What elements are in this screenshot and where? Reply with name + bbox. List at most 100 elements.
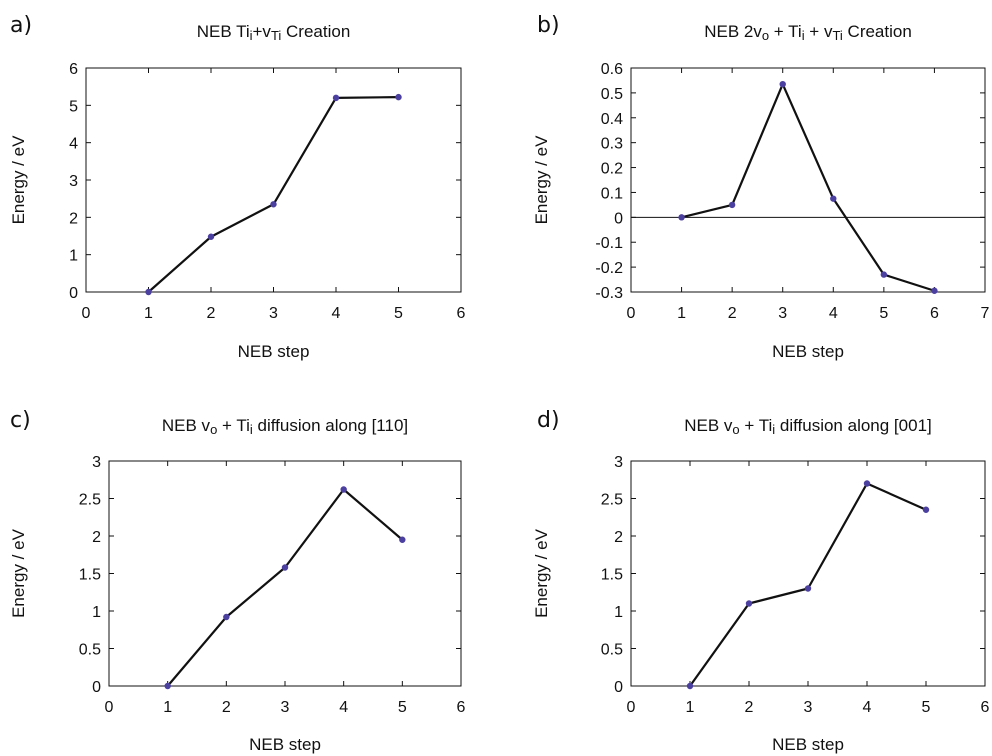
panel-a-title-part: Creation [281, 22, 350, 41]
panel-c-title-part: diffusion along [110] [253, 416, 408, 435]
panel-c-y-tick-label: 0 [92, 679, 101, 696]
panel-b-data-point [880, 271, 888, 278]
panel-c-letter: c) [10, 408, 31, 433]
panel-d-y-tick-label: 3 [614, 454, 623, 471]
panel-d-y-tick-label: 1.5 [601, 567, 623, 584]
panel-b-title-part: Creation [843, 22, 912, 41]
panel-d-x-axis-label: NEB step [772, 735, 844, 754]
panel-d-title-part: diffusion along [001] [775, 416, 932, 435]
panel-b-title-part: o [762, 28, 769, 43]
panel-d-x-tick-label: 1 [686, 699, 695, 716]
panel-b-letter: b) [537, 13, 560, 38]
panel-d-y-tick-label: 2 [614, 529, 623, 546]
panel-d-title-part: NEB v [684, 416, 733, 435]
panel-b-title: NEB 2vo + Tii + vTi Creation [704, 22, 912, 43]
panel-a-plot-frame [85, 67, 462, 293]
panel-d: d) NEB vo + Tii diffusion along [001] 0 1 2 3… [532, 408, 990, 754]
panel-a-y-tick-label: 2 [69, 210, 78, 227]
panel-b-y-tick-label: 0.5 [601, 86, 623, 103]
panel-c-y-tick-label: 1 [92, 604, 101, 621]
panel-a-y-tick-label: 1 [69, 248, 78, 265]
panel-d-y-tick-label: 1 [614, 604, 623, 621]
panel-c-data-point [399, 536, 406, 543]
panel-a-title-part: i [250, 28, 253, 43]
panel-d-title-part: i [772, 422, 775, 437]
panel-a-x-tick-label: 5 [394, 305, 403, 322]
panel-b-data-point [678, 214, 685, 221]
panel-b-x-tick-label: 3 [778, 305, 787, 322]
panel-d-x-tick-label: 0 [627, 699, 636, 716]
panel-a-series-line [147, 96, 399, 293]
panel-c: c) NEB vo + Tii diffusion along [110] 0 1 2 3… [9, 408, 466, 754]
panel-d-data-point [922, 506, 930, 513]
panel-a-data-point [332, 94, 340, 102]
panel-c-x-axis-label: NEB step [249, 735, 321, 754]
panel-a-data-point [395, 93, 402, 101]
panel-a-title-part: +v [253, 22, 272, 41]
panel-c-x-tick-label: 5 [398, 699, 407, 716]
panel-a-data-point [270, 201, 277, 208]
panel-a-x-tick-label: 0 [82, 305, 91, 322]
panel-b-y-tick-label: 0.2 [601, 161, 623, 178]
panel-b-x-tick-label: 7 [981, 305, 990, 322]
panel-b-x-tick-label: 6 [930, 305, 939, 322]
panel-a-y-tick-label: 3 [69, 173, 78, 190]
panel-c-x-tick-label: 3 [281, 699, 290, 716]
panel-b-title-part: + Ti [769, 22, 802, 41]
panel-c-series-line [166, 488, 404, 687]
panel-b-data-point [931, 287, 938, 294]
panel-a-y-tick-label: 6 [69, 61, 78, 78]
panel-c-y-tick-label: 1.5 [79, 567, 101, 584]
panel-a-title-part: NEB Ti [197, 22, 250, 41]
panel-b-x-tick-label: 4 [829, 305, 838, 322]
panel-b-title-part: Ti [832, 28, 842, 43]
panel-d-data-point [804, 585, 812, 592]
panel-c-title-part: o [210, 422, 217, 437]
panel-a: a) NEB Tii+vTi Creation 0 1 2 3 4 5 6 0 1 2 3 4 5 6 NEB … [9, 13, 466, 361]
panel-b-data-point [728, 201, 736, 209]
panel-d-data-point [863, 480, 871, 487]
panel-d-x-tick-label: 6 [981, 699, 990, 716]
panel-d-plot-frame [630, 460, 986, 687]
panel-a-data-point [207, 233, 215, 240]
panel-b-data-point [830, 195, 837, 202]
panel-b-y-axis-label: Energy / eV [532, 135, 551, 224]
panel-b-y-tick-label: 0 [614, 210, 623, 227]
panel-b: b) NEB 2vo + Tii + vTi Creation 0 1 2 3 4 5 6 7 -0… [532, 13, 990, 361]
panel-d-y-tick-label: 2.5 [601, 492, 623, 509]
panel-a-x-tick-label: 6 [457, 305, 466, 322]
panel-b-y-tick-label: -0.3 [595, 285, 623, 302]
panel-c-y-tick-label: 2 [92, 529, 101, 546]
panel-d-x-tick-label: 4 [863, 699, 872, 716]
panel-c-data-point [340, 486, 347, 493]
panel-b-y-tick-label: 0.6 [601, 61, 623, 78]
panel-b-series-line [681, 83, 935, 292]
panel-c-x-tick-label: 1 [163, 699, 172, 716]
panel-d-y-axis-label: Energy / eV [532, 528, 551, 617]
panel-d-series-line [689, 482, 927, 687]
panel-b-y-tick-label: -0.1 [595, 235, 623, 252]
panel-c-plot-frame [108, 460, 462, 687]
panel-d-x-tick-label: 5 [922, 699, 931, 716]
panel-c-x-tick-label: 6 [457, 699, 466, 716]
panel-a-x-tick-label: 2 [207, 305, 216, 322]
panel-c-title-part: i [250, 422, 253, 437]
panel-c-x-tick-label: 0 [105, 699, 114, 716]
panel-b-data-point [779, 80, 786, 88]
panel-c-title: NEB vo + Tii diffusion along [110] [162, 416, 408, 437]
panel-a-x-axis-label: NEB step [238, 342, 310, 361]
panel-c-data-point [281, 564, 289, 571]
panel-b-y-tick-label: 0.4 [601, 111, 623, 128]
panel-c-y-axis-label: Energy / eV [9, 528, 28, 617]
panel-a-title-part: Ti [271, 28, 281, 43]
panel-b-y-tick-label: 0.3 [601, 136, 623, 153]
panel-b-x-tick-label: 0 [627, 305, 636, 322]
panel-b-x-axis-label: NEB step [772, 342, 844, 361]
panel-a-title: NEB Tii+vTi Creation [197, 22, 351, 43]
panel-d-letter: d) [537, 408, 560, 433]
panel-a-data-point [145, 288, 152, 296]
panel-a-y-tick-label: 4 [69, 136, 78, 153]
panel-a-y-tick-label: 0 [69, 285, 78, 302]
panel-b-x-tick-label: 5 [879, 305, 888, 322]
panel-b-x-tick-label: 1 [677, 305, 686, 322]
